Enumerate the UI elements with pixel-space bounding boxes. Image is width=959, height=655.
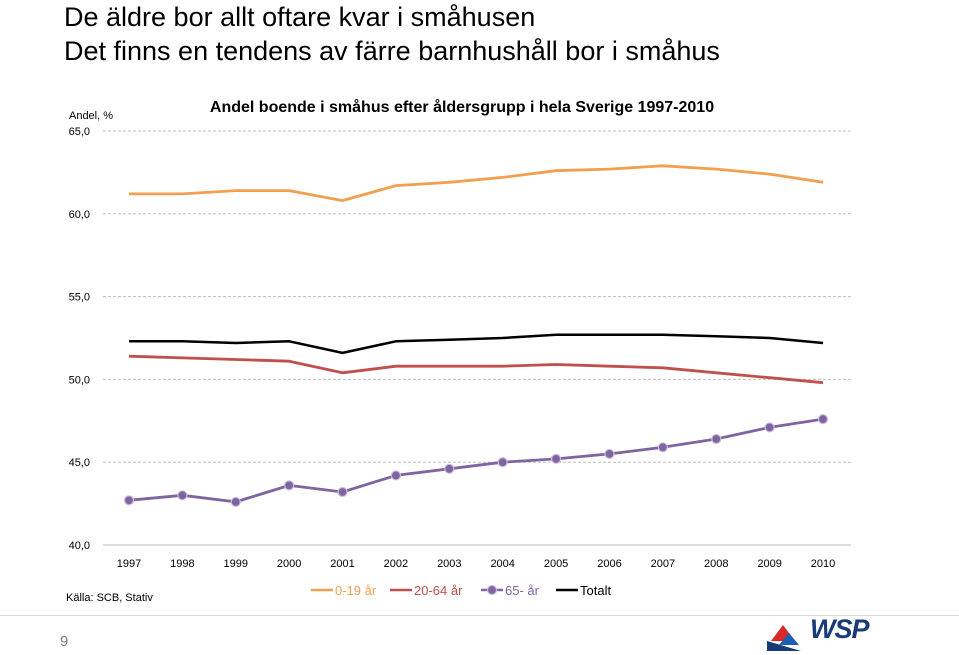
x-tick-label: 2000 — [277, 558, 301, 570]
gridlines — [103, 130, 851, 546]
x-tick-label: 1999 — [224, 558, 248, 570]
data-point — [497, 457, 508, 468]
x-tick-label: 1998 — [170, 558, 194, 570]
slide-title-line-2: Det finns en tendens av färre barnhushål… — [64, 36, 720, 66]
y-tick-label: 45,0 — [69, 457, 90, 469]
x-tick-label: 2009 — [757, 558, 781, 570]
logo-text: WSP — [810, 614, 870, 644]
data-point — [284, 480, 295, 491]
data-point — [337, 486, 348, 498]
x-tick-label: 2004 — [490, 558, 514, 570]
y-tick-label: 60,0 — [69, 209, 90, 221]
x-tick-label: 2007 — [651, 558, 675, 570]
legend-label: 65- år — [505, 583, 540, 598]
wsp-logo-icon — [767, 625, 801, 651]
series-line — [128, 417, 824, 504]
legend: 0-19 år 20-64 år 65- år Totalt — [311, 583, 611, 598]
y-axis-label: Andel, % — [69, 110, 113, 122]
line-chart: 40,0 45,0 50,0 55,0 60,0 65,0 1997 1998 1999 200… — [69, 98, 851, 598]
series-line — [129, 333, 824, 355]
x-tick-label: 2003 — [437, 558, 461, 570]
data-point — [390, 470, 402, 481]
x-tick-label: 2005 — [544, 558, 568, 570]
series-line — [129, 164, 824, 203]
y-tick-label: 55,0 — [69, 292, 90, 304]
series-line — [128, 354, 824, 385]
y-tick-label: 50,0 — [69, 374, 90, 386]
page-number: 9 — [60, 633, 69, 650]
chart-title: Andel boende i småhus efter åldersgrupp … — [210, 98, 714, 116]
y-axis-ticks: 40,0 45,0 50,0 55,0 60,0 65,0 — [69, 126, 90, 552]
x-tick-label: 2006 — [597, 558, 621, 570]
data-point — [177, 490, 188, 501]
legend-label: Totalt — [580, 583, 611, 598]
x-tick-label: 2008 — [704, 558, 728, 570]
legend-label: 0-19 år — [335, 583, 377, 598]
data-point — [444, 463, 455, 474]
y-tick-label: 40,0 — [69, 540, 90, 552]
data-point — [123, 495, 135, 506]
x-tick-label: 1997 — [117, 558, 141, 570]
slide-title: De äldre bor allt oftare kvar i småhusen… — [64, 0, 720, 68]
legend-label: 20-64 år — [414, 583, 463, 598]
source-note: Källa: SCB, Stativ — [66, 592, 153, 604]
x-tick-label: 2001 — [330, 558, 354, 570]
data-point — [657, 442, 668, 453]
series-lines — [123, 164, 829, 508]
data-point — [230, 496, 241, 508]
slide-title-line-1: De äldre bor allt oftare kvar i småhusen — [64, 2, 536, 32]
legend-marker — [486, 584, 498, 596]
data-point — [604, 448, 615, 460]
x-axis-ticks: 1997 1998 1999 2000 2001 2002 2003 2004 2005 2006… — [117, 558, 835, 570]
data-point — [764, 422, 775, 433]
data-point — [550, 453, 562, 464]
data-point — [817, 414, 829, 425]
y-tick-label: 65,0 — [69, 126, 90, 138]
footer-divider — [0, 615, 959, 616]
x-tick-label: 2002 — [384, 558, 408, 570]
data-point — [711, 433, 722, 445]
x-tick-label: 2010 — [811, 558, 835, 570]
